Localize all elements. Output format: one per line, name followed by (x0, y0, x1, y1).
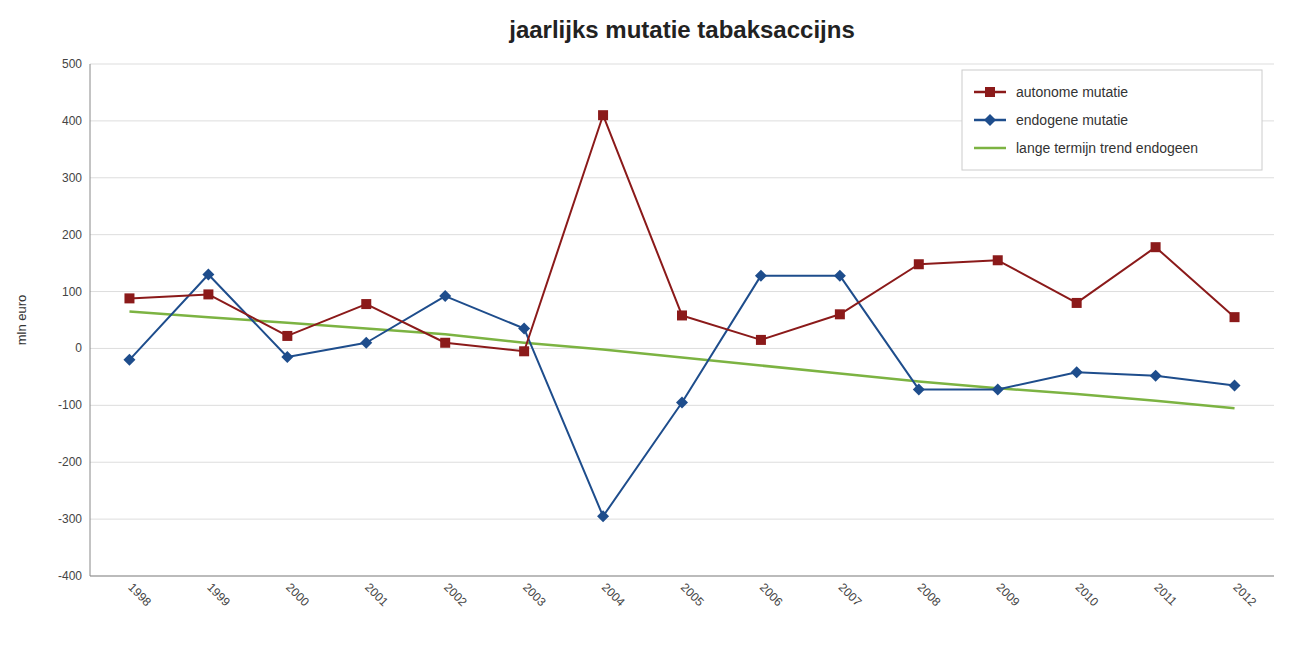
marker (281, 351, 293, 363)
x-tick-label: 2011 (1151, 580, 1179, 608)
marker (1230, 312, 1240, 322)
y-tick-label: 500 (62, 57, 82, 71)
line (129, 274, 1234, 516)
legend: autonome mutatie endogene mutatie lange te… (962, 70, 1262, 170)
series (124, 110, 1239, 356)
marker (519, 346, 529, 356)
x-tick-label: 2007 (836, 580, 865, 609)
x-tick-label: 2012 (1230, 580, 1259, 609)
x-tick-label: 2004 (599, 580, 628, 609)
grid-line (90, 519, 1274, 520)
legend-label: lange termijn trend endogeen (1016, 140, 1198, 156)
marker (360, 337, 372, 349)
marker (439, 290, 451, 302)
x-tick-label: 2008 (915, 580, 944, 609)
marker (913, 383, 925, 395)
grid-line (90, 64, 1274, 65)
x-tick-label: 2010 (1073, 580, 1102, 609)
marker (518, 323, 530, 335)
marker (598, 110, 608, 120)
marker (1150, 370, 1162, 382)
y-tick-label: 400 (62, 114, 82, 128)
y-tick-label: -100 (58, 398, 82, 412)
marker (1072, 298, 1082, 308)
grid-line (90, 234, 1274, 235)
line (129, 115, 1234, 351)
series (123, 268, 1240, 522)
y-tick-label: 300 (62, 171, 82, 185)
grid-line (90, 291, 1274, 292)
legend-frame (962, 70, 1262, 170)
marker (1229, 379, 1241, 391)
x-tick-label: 2003 (520, 580, 549, 609)
marker (124, 293, 134, 303)
marker (756, 335, 766, 345)
legend-marker (985, 87, 995, 97)
x-tick-label: 2005 (678, 580, 707, 609)
marker (677, 310, 687, 320)
x-tick-label: 2000 (283, 580, 312, 609)
y-axis-label: mln euro (14, 295, 29, 346)
x-tick-label: 2001 (362, 580, 391, 609)
grid-line (90, 177, 1274, 178)
x-tick-label: 2009 (994, 580, 1023, 609)
y-tick-label: -300 (58, 512, 82, 526)
marker (835, 309, 845, 319)
x-axis-line (90, 576, 1274, 577)
marker (993, 255, 1003, 265)
series (129, 311, 1234, 408)
marker (282, 331, 292, 341)
y-tick-label: 0 (75, 341, 82, 355)
y-axis-line (90, 64, 91, 576)
marker (755, 270, 767, 282)
marker (203, 289, 213, 299)
x-tick-label: 2002 (441, 580, 470, 609)
title: jaarlijks mutatie tabaksaccijns (508, 16, 855, 43)
marker (676, 396, 688, 408)
legend-label: autonome mutatie (1016, 84, 1128, 100)
y-axis-ticks: -400 -300 -200 -100 0 100 200 300 400 500 (58, 57, 82, 583)
grid (90, 64, 1274, 576)
x-tick-label: 2006 (757, 580, 786, 609)
legend-swatch (974, 147, 1006, 150)
marker (202, 268, 214, 280)
legend-marker (984, 114, 996, 126)
marker (914, 259, 924, 269)
marker (834, 270, 846, 282)
marker (597, 510, 609, 522)
legend-item: endogene mutatie (974, 112, 1128, 128)
marker (1071, 366, 1083, 378)
legend-item: autonome mutatie (974, 84, 1128, 100)
line (129, 311, 1234, 408)
marker (361, 299, 371, 309)
x-tick-label: 1998 (125, 580, 154, 609)
y-tick-label: 200 (62, 228, 82, 242)
grid-line (90, 348, 1274, 349)
marker (123, 354, 135, 366)
grid-line (90, 462, 1274, 463)
x-tick-label: 1999 (204, 580, 233, 609)
legend-item: lange termijn trend endogeen (974, 140, 1198, 156)
y-tick-label: 100 (62, 285, 82, 299)
plot-area (123, 110, 1240, 522)
marker (440, 338, 450, 348)
legend-label: endogene mutatie (1016, 112, 1128, 128)
marker (1151, 242, 1161, 252)
marker (992, 383, 1004, 395)
x-axis-ticks: 1998 1999 2000 2001 2002 2003 2004 2005 2006 2007… (125, 580, 1259, 609)
chart: jaarlijks mutatie tabaksaccijns mln euro -… (0, 0, 1299, 656)
grid-line (90, 576, 1274, 577)
y-tick-label: -200 (58, 455, 82, 469)
y-tick-label: -400 (58, 569, 82, 583)
